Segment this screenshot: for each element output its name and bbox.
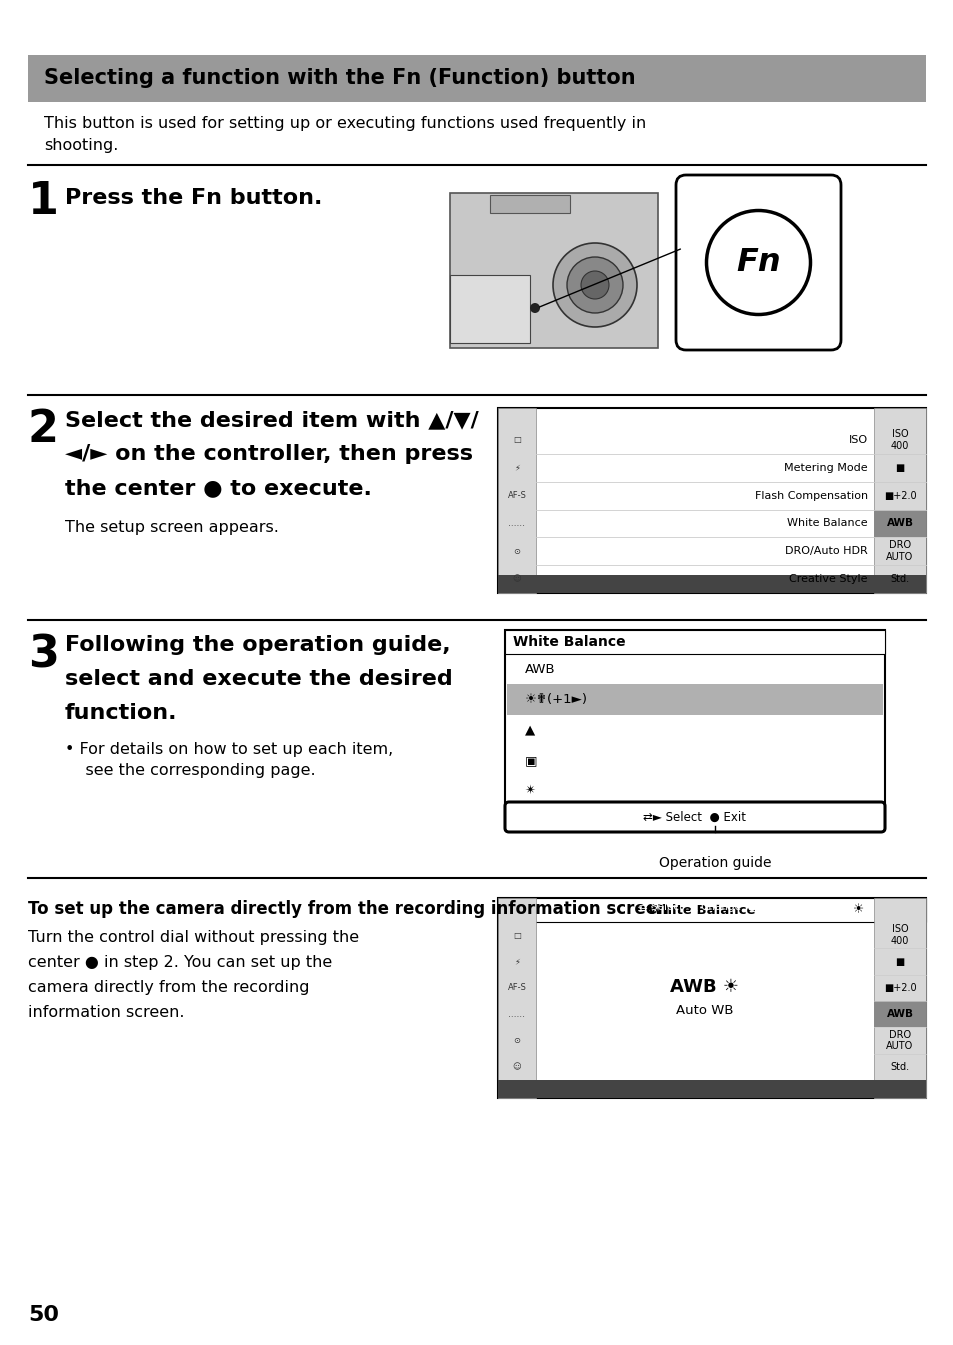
- Text: ☀✟(+1►): ☀✟(+1►): [524, 693, 587, 706]
- Text: ☀: ☀: [852, 904, 863, 916]
- Bar: [497, 898, 925, 923]
- Text: ⇄ Select  ▲ Change  ● More: ⇄ Select ▲ Change ● More: [639, 902, 784, 912]
- Text: ▣: ▣: [524, 755, 537, 767]
- Text: 3: 3: [28, 633, 59, 677]
- Bar: [450, 274, 530, 343]
- Text: ✴: ✴: [524, 784, 536, 798]
- Text: Following the operation guide,: Following the operation guide,: [65, 635, 450, 655]
- Text: 2: 2: [28, 408, 59, 451]
- Text: AF-S: AF-S: [507, 491, 526, 500]
- Bar: [28, 55, 925, 102]
- Bar: [873, 1001, 925, 1028]
- Text: □: □: [513, 931, 520, 940]
- Text: To set up the camera directly from the recording information screen: To set up the camera directly from the r…: [28, 900, 668, 919]
- Text: DRO/Auto HDR: DRO/Auto HDR: [784, 546, 867, 557]
- Text: AWB ☀: AWB ☀: [670, 978, 739, 997]
- Text: select and execute the desired: select and execute the desired: [65, 668, 453, 689]
- Bar: [497, 898, 536, 1098]
- Text: Metering Mode: Metering Mode: [783, 463, 867, 472]
- Text: 1: 1: [28, 180, 59, 223]
- Text: This button is used for setting up or executing functions used frequently in: This button is used for setting up or ex…: [44, 116, 645, 130]
- Text: ◄/► on the controller, then press: ◄/► on the controller, then press: [65, 444, 473, 464]
- Text: DRO
AUTO: DRO AUTO: [885, 1030, 913, 1052]
- Text: ISO
400: ISO 400: [890, 924, 908, 946]
- Text: Auto WB: Auto WB: [676, 1005, 733, 1018]
- Text: center ● in step 2. You can set up the: center ● in step 2. You can set up the: [28, 955, 332, 970]
- Text: Select the desired item with ▲/▼/: Select the desired item with ▲/▼/: [65, 410, 478, 430]
- Bar: [497, 576, 925, 593]
- Text: ☺: ☺: [512, 574, 521, 584]
- Bar: [873, 408, 925, 593]
- Bar: [504, 629, 884, 654]
- Text: Flash Compensation: Flash Compensation: [754, 491, 867, 500]
- Text: ☺: ☺: [512, 1063, 521, 1072]
- Text: DRO
AUTO: DRO AUTO: [885, 541, 913, 562]
- Text: function.: function.: [65, 703, 177, 724]
- Text: ⚡: ⚡: [514, 463, 519, 472]
- Bar: [490, 195, 569, 213]
- Text: Selecting a function with the Fn (Function) button: Selecting a function with the Fn (Functi…: [44, 69, 635, 89]
- Bar: [873, 898, 925, 1098]
- Bar: [497, 408, 925, 593]
- Bar: [504, 629, 884, 830]
- Circle shape: [580, 270, 608, 299]
- Text: ⇄► Select  ● Exit: ⇄► Select ● Exit: [643, 811, 745, 823]
- Polygon shape: [450, 192, 658, 348]
- Text: AWB: AWB: [885, 518, 913, 529]
- Text: ▲: ▲: [524, 724, 535, 737]
- Text: ⊙: ⊙: [513, 547, 520, 555]
- Circle shape: [566, 257, 622, 313]
- Text: information screen.: information screen.: [28, 1005, 184, 1020]
- Text: ISO: ISO: [848, 434, 867, 445]
- FancyBboxPatch shape: [504, 802, 884, 833]
- Text: ……: ……: [508, 1010, 525, 1018]
- Text: Std.: Std.: [889, 574, 908, 584]
- Text: Press the Fn button.: Press the Fn button.: [65, 188, 322, 208]
- Text: White Balance: White Balance: [786, 518, 867, 529]
- Text: AWB: AWB: [885, 1009, 913, 1020]
- Text: ISO
400: ISO 400: [890, 429, 908, 451]
- Text: Turn the control dial without pressing the: Turn the control dial without pressing t…: [28, 929, 358, 946]
- Text: ■+2.0: ■+2.0: [882, 491, 915, 500]
- Bar: [497, 898, 925, 1098]
- Text: ■+2.0: ■+2.0: [882, 983, 915, 993]
- Bar: [873, 510, 925, 538]
- FancyBboxPatch shape: [676, 175, 841, 350]
- Text: ⊙: ⊙: [513, 1036, 520, 1045]
- Text: AF-S: AF-S: [507, 983, 526, 993]
- Text: camera directly from the recording: camera directly from the recording: [28, 981, 309, 995]
- Text: ⇄ Select  ▲ Change  ● More: ⇄ Select ▲ Change ● More: [639, 412, 784, 422]
- Text: Creative Style: Creative Style: [789, 574, 867, 584]
- Bar: [497, 1080, 925, 1098]
- Text: shooting.: shooting.: [44, 139, 118, 153]
- Text: ……: ……: [508, 519, 525, 529]
- Text: 50: 50: [28, 1305, 59, 1325]
- Text: White Balance: White Balance: [513, 635, 625, 650]
- Text: White Balance: White Balance: [648, 904, 755, 916]
- Circle shape: [530, 303, 539, 313]
- Text: Operation guide: Operation guide: [659, 855, 770, 870]
- Text: Fn: Fn: [736, 247, 780, 278]
- Text: the center ● to execute.: the center ● to execute.: [65, 477, 372, 498]
- Text: see the corresponding page.: see the corresponding page.: [65, 763, 315, 777]
- Text: ■: ■: [895, 463, 903, 472]
- Text: AWB: AWB: [524, 663, 555, 675]
- Text: ■: ■: [895, 956, 903, 967]
- Text: The setup screen appears.: The setup screen appears.: [65, 521, 278, 535]
- Text: ⚡: ⚡: [514, 958, 519, 966]
- Text: Std.: Std.: [889, 1061, 908, 1072]
- Text: □: □: [513, 436, 520, 444]
- Text: • For details on how to set up each item,: • For details on how to set up each item…: [65, 742, 393, 757]
- Bar: [506, 685, 882, 714]
- Bar: [497, 408, 536, 593]
- Circle shape: [553, 243, 637, 327]
